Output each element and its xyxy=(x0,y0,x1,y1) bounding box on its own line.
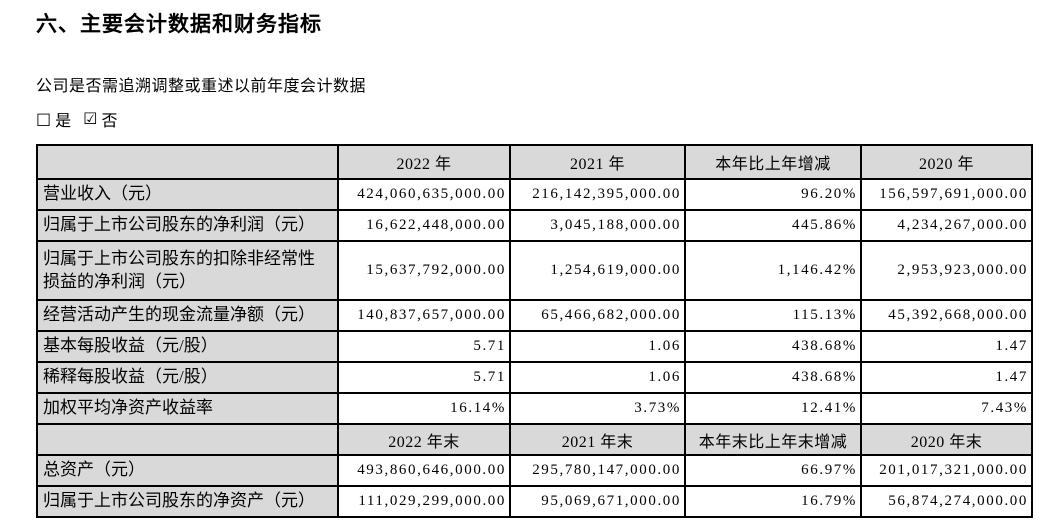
value-2022: 140,837,657,000.00 xyxy=(337,299,511,332)
row-label: 基本每股收益（元/股） xyxy=(36,330,339,363)
value-2020: 45,392,668,000.00 xyxy=(860,299,1033,332)
table-row-operating-cash-flow: 经营活动产生的现金流量净额（元） 140,837,657,000.00 65,4… xyxy=(36,299,1033,332)
row-label: 营业收入（元） xyxy=(36,178,339,211)
table-header-year-end: 2022 年末 2021 年末 本年末比上年末增减 2020 年末 xyxy=(36,423,1033,456)
value-change: 115.13% xyxy=(684,299,862,332)
value-2020: 1.47 xyxy=(860,361,1033,394)
row-label: 经营活动产生的现金流量净额（元） xyxy=(36,299,339,332)
header-yoy-change: 本年比上年增减 xyxy=(684,144,862,180)
value-2022: 424,060,635,000.00 xyxy=(337,178,511,211)
row-label: 加权平均净资产收益率 xyxy=(36,392,339,425)
table-row-revenue: 营业收入（元） 424,060,635,000.00 216,142,395,0… xyxy=(36,178,1033,211)
value-change: 438.68% xyxy=(684,361,862,394)
row-label: 归属于上市公司股东的净利润（元） xyxy=(36,209,339,242)
value-2021: 216,142,395,000.00 xyxy=(509,178,686,211)
table-header-annual: 2022 年 2021 年 本年比上年增减 2020 年 xyxy=(36,144,1033,180)
header-empty-cell xyxy=(36,144,339,180)
table-row-net-profit-excl-nonrecurring: 归属于上市公司股东的扣除非经常性损益的净利润（元） 15,637,792,000… xyxy=(36,240,1033,301)
header-2020: 2020 年 xyxy=(860,144,1033,180)
value-2021: 295,780,147,000.00 xyxy=(509,454,686,487)
value-2022: 5.71 xyxy=(337,361,511,394)
value-2020: 7.43% xyxy=(860,392,1033,425)
value-2022: 111,029,299,000.00 xyxy=(337,485,511,518)
value-2021: 95,069,671,000.00 xyxy=(509,485,686,518)
table-row-net-assets: 归属于上市公司股东的净资产（元） 111,029,299,000.00 95,0… xyxy=(36,485,1033,518)
row-label: 总资产（元） xyxy=(36,454,339,487)
value-2022: 16,622,448,000.00 xyxy=(337,209,511,242)
intro-text: 公司是否需追溯调整或重述以前年度会计数据 xyxy=(36,78,367,95)
value-change: 96.20% xyxy=(684,178,862,211)
header-2022-end: 2022 年末 xyxy=(337,423,511,456)
value-2022: 15,637,792,000.00 xyxy=(337,240,511,301)
value-2021: 1.06 xyxy=(509,330,686,363)
table-row-basic-eps: 基本每股收益（元/股） 5.71 1.06 438.68% 1.47 xyxy=(36,330,1033,363)
row-label: 稀释每股收益（元/股） xyxy=(36,361,339,394)
value-2022: 493,860,646,000.00 xyxy=(337,454,511,487)
value-2021: 65,466,682,000.00 xyxy=(509,299,686,332)
restate-checkbox-row: □ 是 ☑ 否 xyxy=(36,107,1061,131)
table-row-weighted-avg-roe: 加权平均净资产收益率 16.14% 3.73% 12.41% 7.43% xyxy=(36,392,1033,425)
value-2020: 56,874,274,000.00 xyxy=(860,485,1033,518)
value-2022: 16.14% xyxy=(337,392,511,425)
value-change: 445.86% xyxy=(684,209,862,242)
header-2020-end: 2020 年末 xyxy=(860,423,1033,456)
value-2020: 4,234,267,000.00 xyxy=(860,209,1033,242)
value-2020: 201,017,321,000.00 xyxy=(860,454,1033,487)
value-2020: 1.47 xyxy=(860,330,1033,363)
value-2021: 1,254,619,000.00 xyxy=(509,240,686,301)
value-2021: 3,045,188,000.00 xyxy=(509,209,686,242)
header-2022: 2022 年 xyxy=(337,144,511,180)
value-2021: 1.06 xyxy=(509,361,686,394)
value-change: 438.68% xyxy=(684,330,862,363)
header-empty-cell xyxy=(36,423,339,456)
header-year-end-change: 本年末比上年末增减 xyxy=(684,423,862,456)
page-title: 六、主要会计数据和财务指标 xyxy=(36,13,322,36)
table-row-diluted-eps: 稀释每股收益（元/股） 5.71 1.06 438.68% 1.47 xyxy=(36,361,1033,394)
value-change: 66.97% xyxy=(684,454,862,487)
value-2020: 156,597,691,000.00 xyxy=(860,178,1033,211)
value-2020: 2,953,923,000.00 xyxy=(860,240,1033,301)
checkbox-yes-label: 是 xyxy=(55,113,72,130)
value-change: 12.41% xyxy=(684,392,862,425)
checkbox-no-label: 否 xyxy=(101,113,118,130)
checkbox-checked-icon: ☑ xyxy=(83,109,98,128)
table-row-total-assets: 总资产（元） 493,860,646,000.00 295,780,147,00… xyxy=(36,454,1033,487)
table-row-net-profit: 归属于上市公司股东的净利润（元） 16,622,448,000.00 3,045… xyxy=(36,209,1033,242)
value-change: 1,146.42% xyxy=(684,240,862,301)
header-2021-end: 2021 年末 xyxy=(509,423,686,456)
financial-indicators-table: 2022 年 2021 年 本年比上年增减 2020 年 营业收入（元） 424… xyxy=(36,144,1033,518)
header-2021: 2021 年 xyxy=(509,144,686,180)
row-label: 归属于上市公司股东的扣除非经常性损益的净利润（元） xyxy=(36,240,339,301)
value-2021: 3.73% xyxy=(509,392,686,425)
value-2022: 5.71 xyxy=(337,330,511,363)
checkbox-unchecked-icon: □ xyxy=(36,109,52,128)
row-label: 归属于上市公司股东的净资产（元） xyxy=(36,485,339,518)
value-change: 16.79% xyxy=(684,485,862,518)
